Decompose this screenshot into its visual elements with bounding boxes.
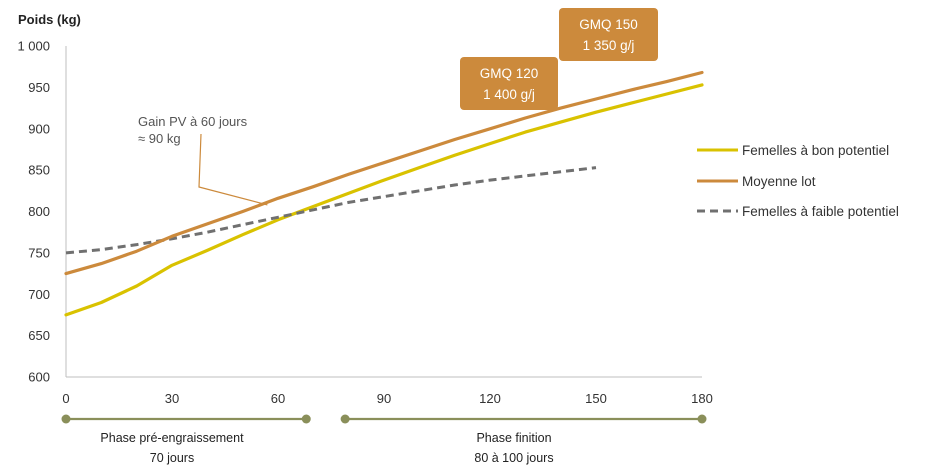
phase-start-dot-2 [340, 414, 350, 424]
y-axis-label: Poids (kg) [18, 12, 81, 27]
annotations: Gain PV à 60 jours ≈ 90 kg GMQ 120 1 400 g/… [138, 8, 658, 206]
y-tick-label: 700 [28, 287, 50, 302]
series-line-3 [65, 166, 597, 255]
y-tick-label: 900 [28, 121, 50, 136]
axes: 600 650 700 750 800 850 900 950 1 000 0 30 60 90 120 1… [17, 39, 712, 407]
phase-label-1-line-2: 70 jours [150, 451, 194, 465]
y-tick-label: 750 [28, 245, 50, 260]
series-line-1 [64, 83, 704, 317]
phase-timeline: Phase pré-engraissement 70 jours Phase fin… [61, 414, 707, 465]
phase-label-2-line-1: Phase finition [476, 431, 551, 445]
x-tick-label: 180 [691, 391, 713, 406]
y-tick-label: 800 [28, 204, 50, 219]
x-tick-label: 30 [165, 391, 179, 406]
annotation-gmq150: GMQ 150 1 350 g/j [559, 8, 658, 61]
annotation-gmq150-box [559, 8, 658, 61]
x-tick-label: 120 [479, 391, 501, 406]
annotation-gmq150-line-2: 1 350 g/j [583, 38, 635, 53]
phase-label-2-line-2: 80 à 100 jours [474, 451, 553, 465]
x-tick-label: 0 [62, 391, 69, 406]
phase-start-dot-1 [61, 414, 71, 424]
annotation-gmq120-line-2: 1 400 g/j [483, 87, 535, 102]
legend-label-2: Moyenne lot [742, 174, 816, 189]
legend-label-1: Femelles à bon potentiel [742, 143, 889, 158]
phase-end-dot-1 [301, 414, 311, 424]
y-tick-label: 850 [28, 163, 50, 178]
y-tick-label: 650 [28, 328, 50, 343]
legend-label-3: Femelles à faible potentiel [742, 204, 899, 219]
phase-label-1-line-1: Phase pré-engraissement [100, 431, 244, 445]
annotation-gmq120-line-1: GMQ 120 [480, 66, 539, 81]
y-tick-label: 950 [28, 80, 50, 95]
x-tick-label: 90 [377, 391, 391, 406]
series-line-2 [64, 70, 704, 276]
legend: Femelles à bon potentiel Moyenne lot Femel… [697, 143, 899, 219]
phase-end-dot-2 [697, 414, 707, 424]
y-tick-label: 600 [28, 370, 50, 385]
x-tick-label: 60 [271, 391, 285, 406]
annotation-leader-line [198, 133, 268, 206]
annotation-gmq120: GMQ 120 1 400 g/j [460, 57, 558, 110]
y-tick-label: 1 000 [17, 39, 50, 54]
annotation-gmq150-line-1: GMQ 150 [579, 17, 638, 32]
annotation-gmq120-box [460, 57, 558, 110]
series-lines [64, 70, 704, 317]
x-tick-label: 150 [585, 391, 607, 406]
annotation-gain-line-2: ≈ 90 kg [138, 131, 181, 146]
annotation-gain-line-1: Gain PV à 60 jours [138, 114, 248, 129]
